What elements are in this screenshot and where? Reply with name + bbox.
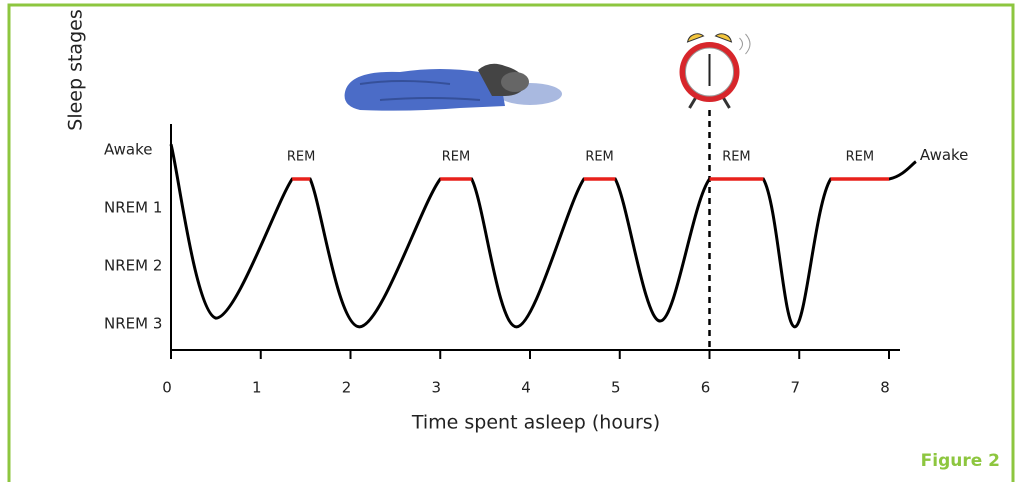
rem-label: REM [585,150,613,165]
x-tick-label: 4 [521,379,531,397]
x-tick-label: 5 [611,379,621,397]
x-tick-label: 2 [342,379,352,397]
x-tick-label: 1 [252,379,262,397]
rem-label: REM [722,150,750,165]
x-tick-label: 7 [790,379,800,397]
rem-label: REM [846,150,874,165]
x-tick-label: 0 [162,379,172,397]
rem-label: REM [442,150,470,165]
sleep-curve [171,144,916,327]
figure: Sleep stages Time spent asleep (hours) F… [0,0,1022,482]
end-label: Awake [920,146,969,164]
y-tick-label: Awake [104,141,153,159]
y-axis-label: Sleep stages [65,9,87,130]
rem-label: REM [287,150,315,165]
x-tick-label: 8 [880,379,890,397]
y-tick-label: NREM 3 [104,314,162,332]
x-axis-label: Time spent asleep (hours) [411,412,660,434]
y-tick-label: NREM 2 [104,256,162,274]
x-tick-label: 3 [431,379,441,397]
y-tick-label: NREM 1 [104,199,162,217]
sleeping-person [345,64,562,111]
x-tick-label: 6 [701,379,711,397]
caption: Figure 2 [921,451,1000,471]
alarm-clock [680,34,751,108]
